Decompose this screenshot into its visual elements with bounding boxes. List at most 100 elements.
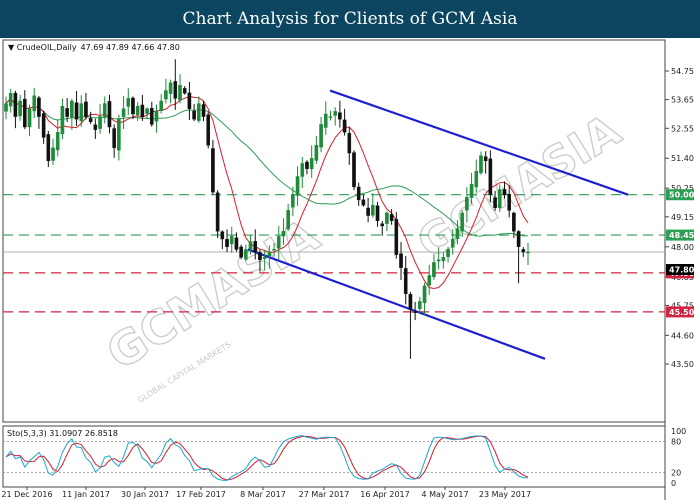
date-tick-label: 4 May 2017 (421, 490, 468, 499)
candle (51, 138, 55, 166)
date-tick-label: 27 Mar 2017 (299, 490, 350, 499)
price-tick-label: 52.55 (671, 124, 694, 133)
candle (333, 107, 337, 126)
candle (512, 211, 516, 239)
candle (295, 166, 300, 206)
candle (79, 95, 84, 127)
stochastic-lines (5, 435, 529, 481)
candle (145, 107, 149, 120)
date-tick-label: 16 Apr 2017 (360, 490, 409, 499)
candle (497, 184, 502, 212)
candle (441, 251, 446, 269)
candle (253, 229, 258, 260)
candle (215, 190, 220, 239)
candle (178, 74, 182, 104)
candle (65, 98, 69, 123)
price-tick-label: 44.60 (671, 331, 694, 340)
candle (60, 98, 65, 140)
candle (267, 245, 272, 269)
candle (37, 95, 41, 129)
candle (229, 226, 234, 253)
date-tick-label: 21 Dec 2016 (1, 490, 52, 499)
candle (526, 242, 530, 266)
candle (98, 104, 102, 134)
candle (4, 96, 8, 120)
stochastic-line (5, 435, 528, 481)
candle (413, 301, 417, 321)
candle (13, 90, 18, 129)
candle (70, 98, 74, 130)
candle (23, 90, 27, 130)
moving-average-line (5, 95, 529, 290)
price-tick-label: 50.25 (671, 184, 694, 193)
price-tick-label: 48.00 (671, 243, 694, 252)
candle (319, 116, 323, 153)
candle (149, 101, 154, 127)
candle (328, 110, 333, 121)
candle (314, 135, 319, 164)
chart-down-arrow-icon: ▼ (8, 43, 17, 52)
price-tick-label: 51.40 (671, 154, 694, 163)
moving-average-line (5, 97, 529, 237)
price-tick-label: 49.15 (671, 213, 694, 222)
stochastic-header: Sto(5,3,3) 31.0907 26.8518 (7, 429, 118, 438)
candle (225, 229, 229, 253)
candle (309, 145, 314, 178)
moving-averages (5, 95, 529, 290)
level-label: 45.50 (669, 308, 695, 317)
candle (88, 111, 93, 125)
stochastic-line (5, 435, 529, 481)
level-label-box (666, 229, 694, 241)
level-label: 50.00 (669, 191, 695, 200)
candle (187, 81, 192, 120)
candlesticks (4, 59, 530, 359)
candle (286, 203, 290, 232)
candle (220, 230, 225, 250)
stochastic-tick-label: 100 (671, 427, 686, 436)
ohlc-readout: 47.69 47.89 47.66 47.80 (81, 43, 180, 52)
candle (8, 88, 13, 113)
candle (234, 232, 239, 252)
candle (427, 264, 432, 295)
price-plot-frame (2, 39, 666, 423)
level-label: 48.45 (669, 231, 695, 240)
candle (154, 104, 159, 133)
candle (84, 92, 88, 120)
candle (182, 86, 187, 95)
candle (197, 96, 201, 123)
date-tick-label: 11 Jan 2017 (62, 490, 110, 499)
candle (46, 130, 51, 168)
candle (408, 291, 413, 359)
candle (140, 95, 145, 122)
candle (371, 193, 375, 218)
candle (450, 228, 455, 255)
candle (394, 212, 399, 259)
candle (168, 79, 173, 104)
candle (460, 209, 464, 237)
candle (342, 108, 347, 136)
candle (32, 87, 37, 119)
candle (455, 220, 460, 245)
candle (403, 256, 408, 305)
candle (262, 250, 267, 271)
candle (93, 118, 98, 139)
candle (112, 124, 116, 158)
stochastic-tick-label: 20 (671, 469, 681, 478)
stochastic-tick-label: 80 (671, 437, 681, 446)
date-tick-label: 30 Jan 2017 (121, 490, 169, 499)
candle (483, 151, 488, 174)
candle (201, 100, 206, 122)
candle (385, 211, 389, 232)
candle (55, 119, 60, 157)
candle (173, 59, 178, 110)
price-tick-label: 53.65 (671, 96, 694, 105)
candle (117, 114, 121, 161)
candle (418, 296, 422, 315)
level-label-box (666, 306, 694, 318)
channel-line (247, 248, 546, 360)
price-tick-label: 54.75 (671, 67, 694, 76)
candle (18, 94, 22, 121)
candle (164, 78, 168, 104)
candle (436, 247, 441, 270)
